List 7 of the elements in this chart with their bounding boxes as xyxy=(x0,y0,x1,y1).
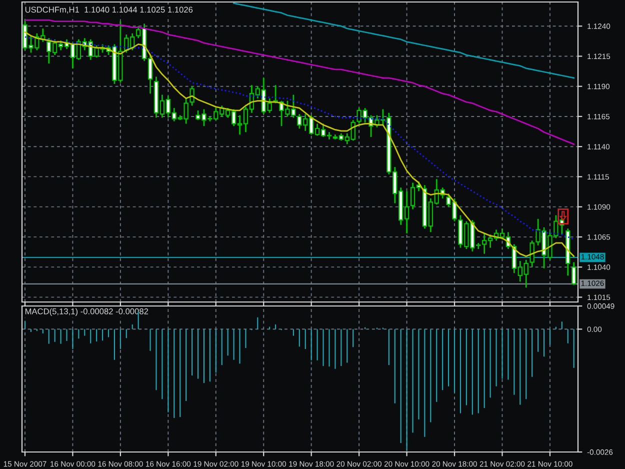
line-series xyxy=(233,2,575,79)
chart-title: USDCHFm,H1 1.1040 1.1044 1.1025 1.1026 xyxy=(25,6,193,14)
line-series xyxy=(24,19,575,145)
chart-title: MACD(5,13,1) -0.00082 -0.00082 xyxy=(25,308,148,316)
candlestick xyxy=(571,262,576,286)
candlestick xyxy=(530,240,534,268)
candlestick xyxy=(190,86,194,106)
